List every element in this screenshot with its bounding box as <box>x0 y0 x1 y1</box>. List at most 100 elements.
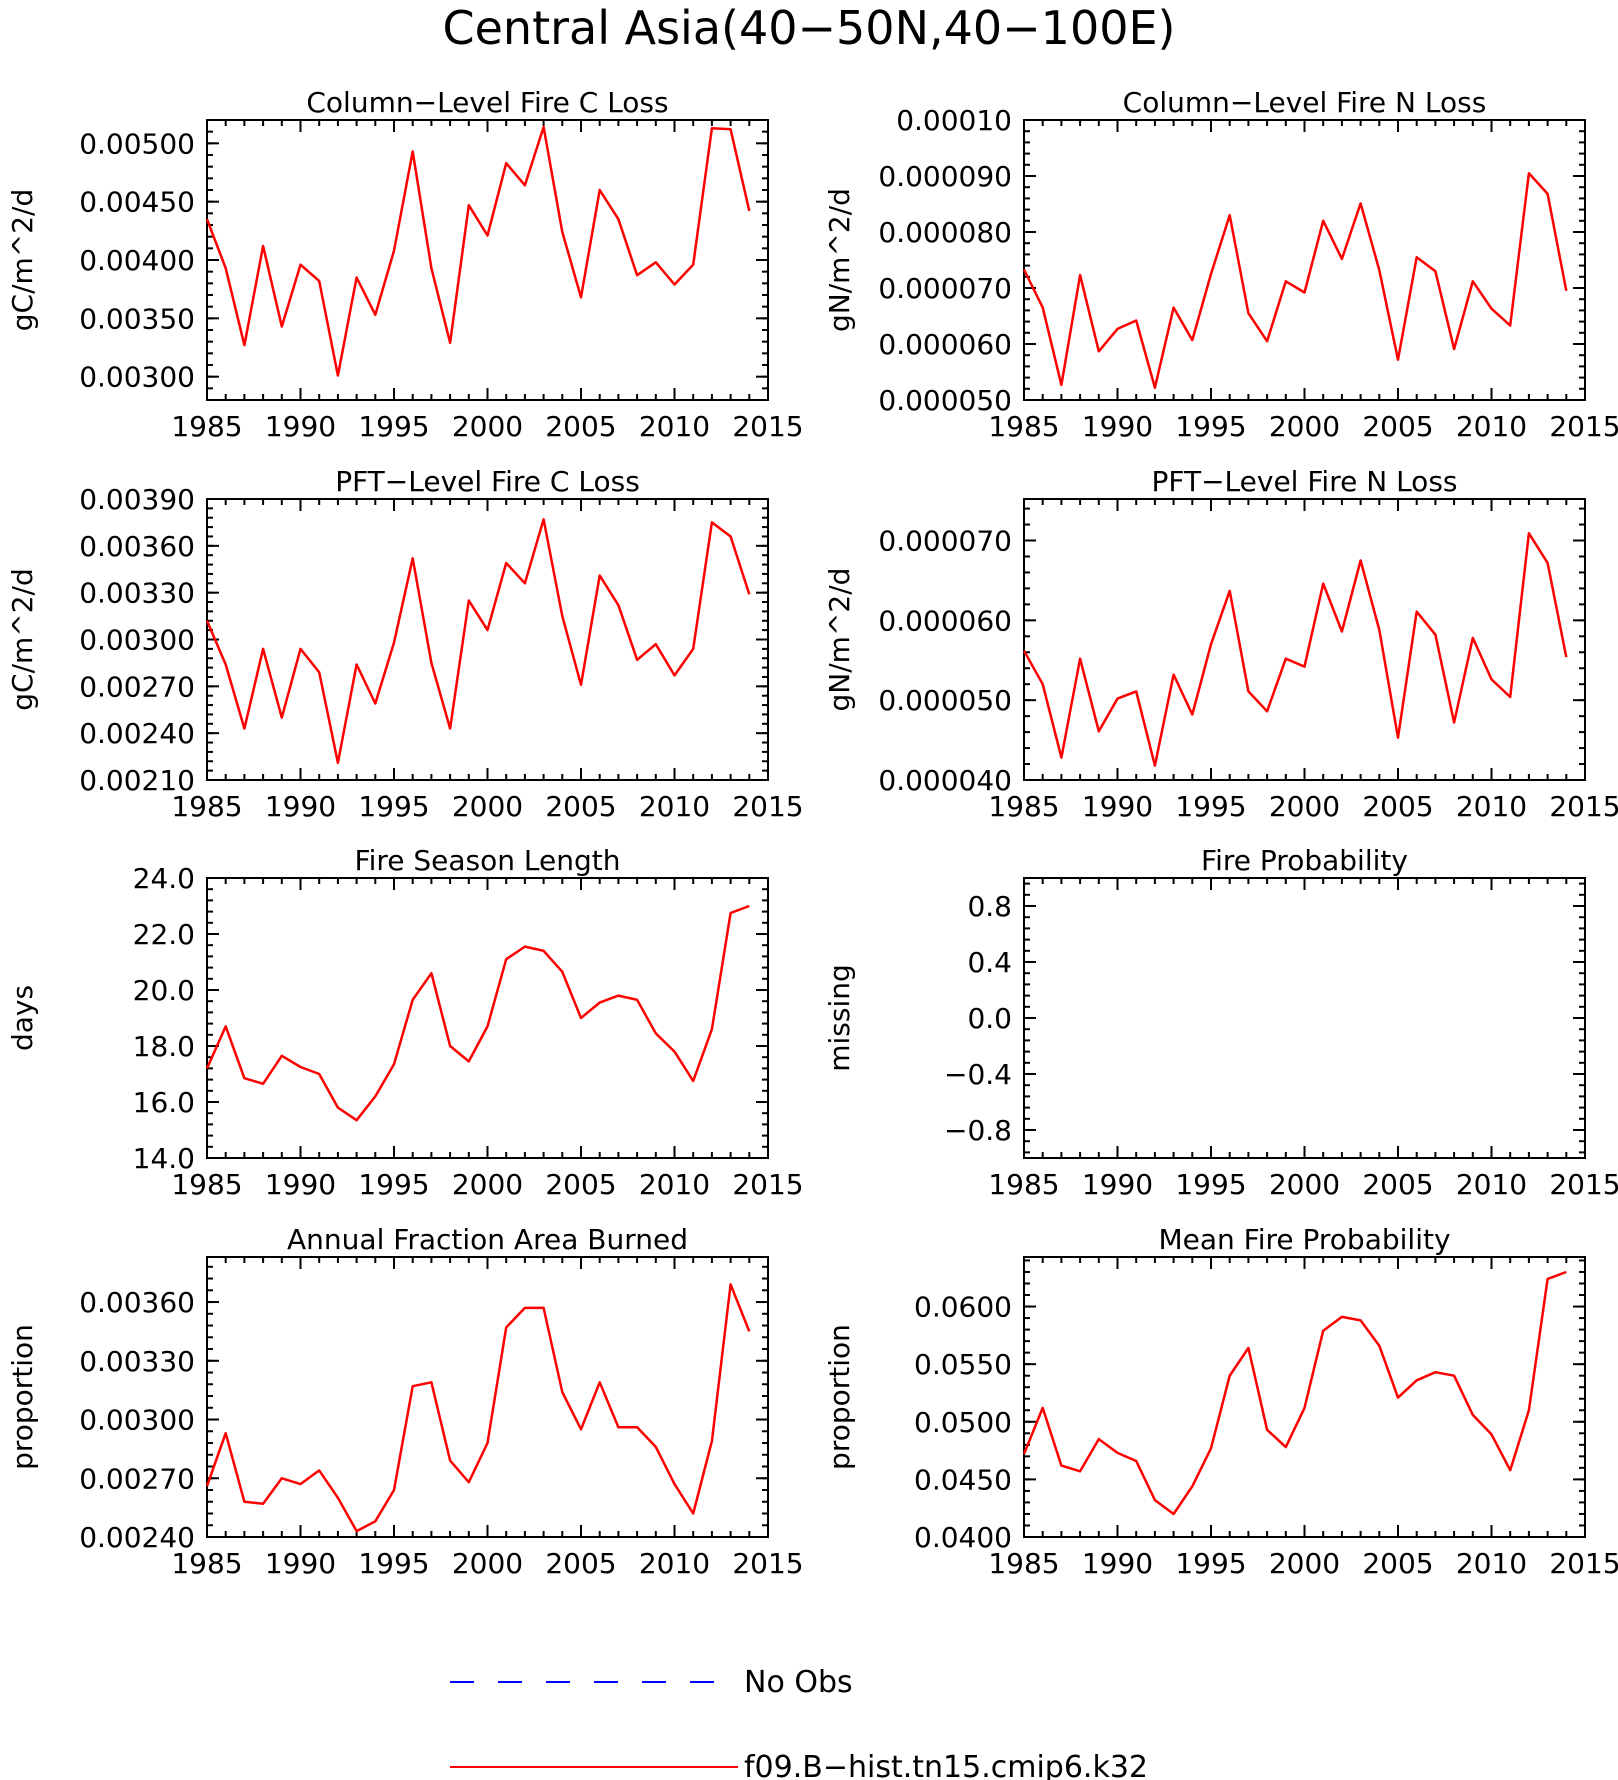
y-tick-label: 0.00010 <box>896 104 1012 137</box>
x-tick-label: 2000 <box>452 1168 523 1201</box>
y-tick-label: 0.00330 <box>79 577 195 610</box>
x-tick-label: 1985 <box>988 790 1059 823</box>
y-axis-label: days <box>6 985 39 1051</box>
x-tick-label: 2015 <box>1549 790 1618 823</box>
x-tick-label: 1985 <box>988 410 1059 443</box>
x-tick-label: 1995 <box>1175 790 1246 823</box>
plot-frame <box>1023 877 1586 1159</box>
y-tick-label: 0.00240 <box>79 717 195 750</box>
x-tick-label: 1990 <box>265 1168 336 1201</box>
y-tick-label: 0.00500 <box>79 127 195 160</box>
x-tick-label: 2005 <box>1362 1547 1433 1580</box>
panel-title: Mean Fire Probability <box>1158 1223 1450 1256</box>
chart-panel-3: PFT−Level Fire C Loss gC/m^2/d 1985 1990 199… <box>6 465 804 823</box>
x-tick-label: 1985 <box>171 1547 242 1580</box>
chart-panel-1: Column−Level Fire C Loss gC/m^2/d 1985 1990… <box>6 86 804 443</box>
plot-frame <box>206 498 769 781</box>
x-tick-label: 2005 <box>1362 410 1433 443</box>
y-tick-label: 0.000050 <box>878 684 1012 717</box>
y-tick-label: 0.00270 <box>79 1462 195 1495</box>
y-tick-label: 0.00350 <box>79 302 195 335</box>
x-tick-label: 2015 <box>732 1547 803 1580</box>
y-tick-label: −0.4 <box>944 1058 1012 1091</box>
x-tick-label: 1990 <box>265 790 336 823</box>
y-tick-label: 0.000050 <box>878 384 1012 417</box>
y-tick-label: 0.00270 <box>79 670 195 703</box>
y-tick-label: 0.0600 <box>914 1291 1012 1324</box>
y-tick-label: 20.0 <box>133 974 195 1007</box>
x-tick-label: 2015 <box>732 1168 803 1201</box>
y-tick-label: 0.000040 <box>878 764 1012 797</box>
y-tick-label: 0.000070 <box>878 272 1012 305</box>
x-tick-label: 1990 <box>265 1547 336 1580</box>
chart-panel-2: Column−Level Fire N Loss gN/m^2/d 1985 1990… <box>823 86 1618 443</box>
y-tick-label: 0.00240 <box>79 1521 195 1554</box>
y-axis-label: missing <box>823 964 856 1072</box>
y-tick-label: 22.0 <box>133 918 195 951</box>
y-tick-label: 0.000060 <box>878 604 1012 637</box>
x-tick-label: 2010 <box>1456 790 1527 823</box>
chart-panel-5: Fire Season Length days 1985 1990 1995 2000 20… <box>6 844 804 1201</box>
legend-label-2: f09.B−hist.tn15.cmip6.k32 <box>744 1750 1148 1780</box>
y-tick-label: −0.8 <box>944 1114 1012 1147</box>
series-line-1 <box>205 904 750 1122</box>
x-tick-label: 1990 <box>1082 1168 1153 1201</box>
x-tick-label: 1990 <box>1082 1547 1153 1580</box>
y-tick-label: 18.0 <box>133 1030 195 1063</box>
x-tick-label: 1985 <box>171 790 242 823</box>
plot-frame <box>1023 1256 1586 1538</box>
x-tick-label: 2000 <box>1269 410 1340 443</box>
y-tick-label: 16.0 <box>133 1086 195 1119</box>
plot-frame <box>206 877 769 1159</box>
x-tick-label: 2010 <box>639 790 710 823</box>
y-tick-label: 0.000060 <box>878 328 1012 361</box>
y-tick-label: 0.8 <box>967 890 1012 923</box>
y-tick-label: 0.00450 <box>79 186 195 219</box>
chart-panel-8: Mean Fire Probability proportion 1985 1990 1… <box>823 1223 1618 1580</box>
y-axis-label: gC/m^2/d <box>6 189 39 332</box>
x-tick-label: 1995 <box>1175 410 1246 443</box>
y-axis-label: gC/m^2/d <box>6 568 39 711</box>
y-tick-label: 0.000070 <box>878 525 1012 558</box>
y-axis-label: proportion <box>6 1324 39 1470</box>
panel-title: PFT−Level Fire C Loss <box>335 465 640 498</box>
x-tick-label: 1990 <box>1082 410 1153 443</box>
x-tick-label: 2005 <box>545 1547 616 1580</box>
legend-label-1: No Obs <box>744 1665 853 1700</box>
x-tick-label: 2010 <box>1456 1547 1527 1580</box>
x-tick-label: 1985 <box>171 1168 242 1201</box>
x-tick-label: 1990 <box>1082 790 1153 823</box>
x-tick-label: 1995 <box>358 1547 429 1580</box>
chart-panel-6: Fire Probability missing 1985 1990 1995 2000 2… <box>823 844 1618 1201</box>
x-tick-label: 1995 <box>1175 1547 1246 1580</box>
x-tick-label: 2005 <box>1362 790 1433 823</box>
x-tick-label: 2010 <box>1456 410 1527 443</box>
series-line-1 <box>205 1283 751 1533</box>
x-tick-label: 2000 <box>1269 1168 1340 1201</box>
plot-frame <box>1023 498 1586 781</box>
y-tick-label: 0.00210 <box>79 764 195 797</box>
y-tick-label: 24.0 <box>133 862 195 895</box>
y-axis-label: gN/m^2/d <box>823 188 856 332</box>
x-tick-label: 2005 <box>545 1168 616 1201</box>
plot-frame <box>206 1256 769 1538</box>
series-line-1 <box>205 125 751 377</box>
series-line-1 <box>205 518 751 765</box>
series-line-1 <box>1022 532 1568 767</box>
x-tick-label: 2015 <box>732 790 803 823</box>
plot-frame <box>1023 119 1586 401</box>
x-tick-label: 1985 <box>171 410 242 443</box>
y-tick-label: 0.00300 <box>79 624 195 657</box>
y-tick-label: 0.00360 <box>79 530 195 563</box>
plot-frame <box>206 119 769 401</box>
y-tick-label: 0.00300 <box>79 1404 195 1437</box>
x-tick-label: 2005 <box>545 410 616 443</box>
x-tick-label: 1995 <box>358 410 429 443</box>
y-tick-label: 14.0 <box>133 1142 195 1175</box>
legend: No Obs f09.B−hist.tn15.cmip6.k32 <box>450 1665 1148 1780</box>
y-tick-label: 0.0 <box>967 1002 1012 1035</box>
y-tick-label: 0.000080 <box>878 216 1012 249</box>
x-tick-label: 2005 <box>1362 1168 1433 1201</box>
y-tick-label: 0.0400 <box>914 1521 1012 1554</box>
